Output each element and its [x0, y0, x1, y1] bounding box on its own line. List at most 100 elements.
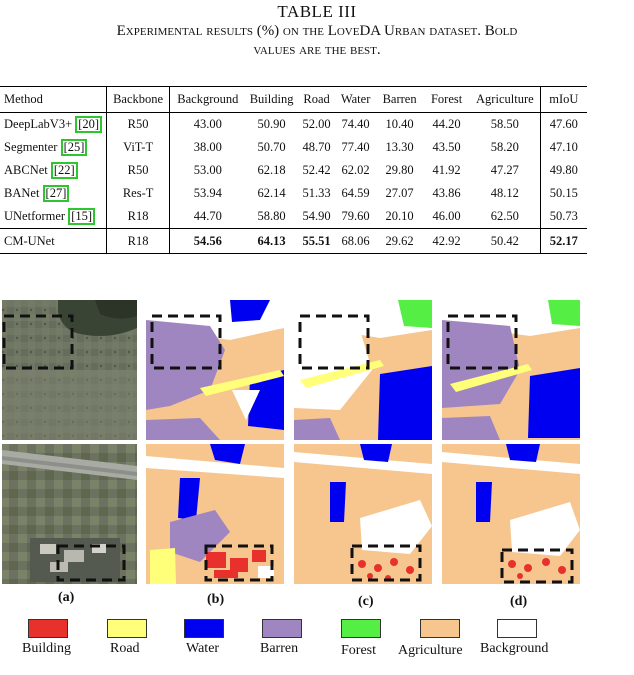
best-value: 55.51 — [302, 233, 331, 248]
cell-forest: 43.50 — [432, 140, 461, 154]
method-name: ABCNet — [4, 163, 51, 177]
cell-background: 43.00 — [193, 117, 222, 131]
figure-label-a: (a) — [58, 590, 75, 605]
best-value: 64.13 — [257, 233, 286, 248]
cell-background: 38.00 — [193, 140, 222, 154]
cell-road: 52.42 — [302, 163, 331, 177]
table-row-cm-unet: CM-UNet R18 54.56 64.13 55.51 68.06 29.62 42.92… — [0, 228, 587, 254]
legend-label-road: Road — [110, 641, 140, 656]
cell-building: 58.80 — [257, 209, 286, 223]
cell-miou: 50.15 — [549, 186, 578, 200]
cell-barren: 13.30 — [385, 140, 414, 154]
table-row: Segmenter [25] ViT-T 38.00 50.70 48.70 77.40 1… — [0, 136, 587, 159]
cell-method: Segmenter [25] — [0, 136, 108, 159]
cell-miou: 50.73 — [549, 209, 578, 223]
ground-truth-bottom — [146, 444, 284, 584]
prediction-c-top — [294, 300, 432, 440]
header-backbone: Backbone — [106, 86, 171, 113]
cell-agriculture: 58.20 — [469, 136, 542, 159]
method-name: UNetformer — [4, 209, 69, 223]
cell-agriculture: 50.42 — [469, 228, 542, 254]
cell-building: 62.18 — [257, 163, 286, 177]
table-row: ABCNet [22] R50 53.00 62.18 52.42 62.02 29.80 4… — [0, 159, 587, 182]
header-agriculture: Agriculture — [469, 86, 542, 113]
cell-background: 53.94 — [193, 186, 222, 200]
legend-label-background: Background — [480, 641, 549, 656]
value: 50.42 — [490, 233, 519, 248]
cell-backbone: Res-T — [106, 182, 171, 205]
cell-water: 64.59 — [341, 186, 370, 200]
cell-background: 44.70 — [193, 209, 222, 223]
legend-label-barren: Barren — [260, 641, 299, 656]
caption-dataset: LoveDA Urban — [327, 23, 426, 39]
cell-road: 48.70 — [302, 140, 331, 154]
cell-road: 52.00 — [302, 117, 331, 131]
legend-label-forest: Forest — [341, 643, 376, 658]
cell-agriculture: 62.50 — [469, 205, 542, 229]
cell-barren: 10.40 — [385, 117, 414, 131]
caption-part-2: dataset. Bold — [425, 23, 518, 39]
legend-swatch-building — [28, 619, 68, 638]
cell-miou: 47.60 — [549, 117, 578, 131]
caption-part-1: Experimental results (%) on the — [116, 23, 328, 39]
header-water: Water — [340, 92, 371, 106]
cell-road: 55.51 — [297, 228, 336, 254]
cell-miou: 47.10 — [549, 140, 578, 154]
cell-backbone: R50 — [106, 112, 171, 136]
cell-method: UNetformer [15] — [0, 205, 108, 229]
prediction-d-top — [442, 300, 580, 440]
cell-miou: 49.80 — [549, 163, 578, 177]
table-caption: Experimental results (%) on the LoveDA U… — [0, 22, 634, 60]
aerial-image-top — [2, 300, 137, 440]
ground-truth-top — [146, 300, 284, 440]
citation-link[interactable]: [15] — [68, 208, 96, 225]
figure-label-b: (b) — [207, 592, 225, 607]
cell-building: 50.70 — [257, 140, 286, 154]
header-forest: Forest — [430, 92, 463, 106]
legend-swatch-forest — [341, 619, 381, 638]
legend-swatch-road — [107, 619, 147, 638]
cell-building: 64.13 — [245, 228, 298, 254]
cell-water: 68.06 — [335, 228, 376, 254]
citation-link[interactable]: [22] — [50, 162, 78, 179]
cell-forest: 44.20 — [432, 117, 461, 131]
table-row: BANet [27] Res-T 53.94 62.14 51.33 64.59 27.07… — [0, 182, 587, 205]
results-table: Method Backbone Background Building Road… — [0, 86, 587, 254]
citation-link[interactable]: [25] — [60, 139, 88, 156]
header-barren: Barren — [382, 92, 417, 106]
header-background: Background — [177, 92, 239, 106]
cell-barren: 29.62 — [375, 228, 424, 254]
cell-barren: 27.07 — [385, 186, 414, 200]
cell-water: 79.60 — [341, 209, 370, 223]
cell-forest: 41.92 — [432, 163, 461, 177]
cell-method: CM-UNet — [0, 228, 108, 254]
citation-link[interactable]: [20] — [75, 116, 103, 133]
cell-method: BANet [27] — [0, 182, 108, 205]
cell-forest: 42.92 — [423, 228, 470, 254]
table-row: UNetformer [15] R18 44.70 58.80 54.90 79.60 20… — [0, 205, 587, 229]
best-value: 52.17 — [549, 233, 578, 248]
cell-water: 62.02 — [341, 163, 370, 177]
table-row: DeepLabV3+ [20] R50 43.00 50.90 52.00 74.40 10… — [0, 112, 587, 136]
legend-swatch-barren — [262, 619, 302, 638]
prediction-d-bottom — [442, 444, 580, 584]
value: 42.92 — [432, 233, 461, 248]
legend-label-water: Water — [186, 641, 220, 656]
cell-building: 62.14 — [257, 186, 286, 200]
method-name: BANet — [4, 186, 43, 200]
legend-swatch-background — [497, 619, 537, 638]
cell-agriculture: 48.12 — [469, 182, 542, 205]
cell-agriculture: 47.27 — [469, 159, 542, 182]
cell-road: 51.33 — [302, 186, 331, 200]
aerial-image-bottom — [2, 444, 137, 584]
table-number: TABLE III — [277, 2, 357, 21]
highlight-boxes — [2, 314, 574, 584]
table-header-row: Method Backbone Background Building Road… — [0, 86, 587, 113]
method-name: DeepLabV3+ — [4, 117, 76, 131]
cell-building: 50.90 — [257, 117, 286, 131]
cell-barren: 29.80 — [385, 163, 414, 177]
cell-miou: 52.17 — [540, 228, 587, 254]
best-value: 54.56 — [193, 233, 222, 248]
cell-agriculture: 58.50 — [469, 112, 542, 136]
citation-link[interactable]: [27] — [42, 185, 70, 202]
